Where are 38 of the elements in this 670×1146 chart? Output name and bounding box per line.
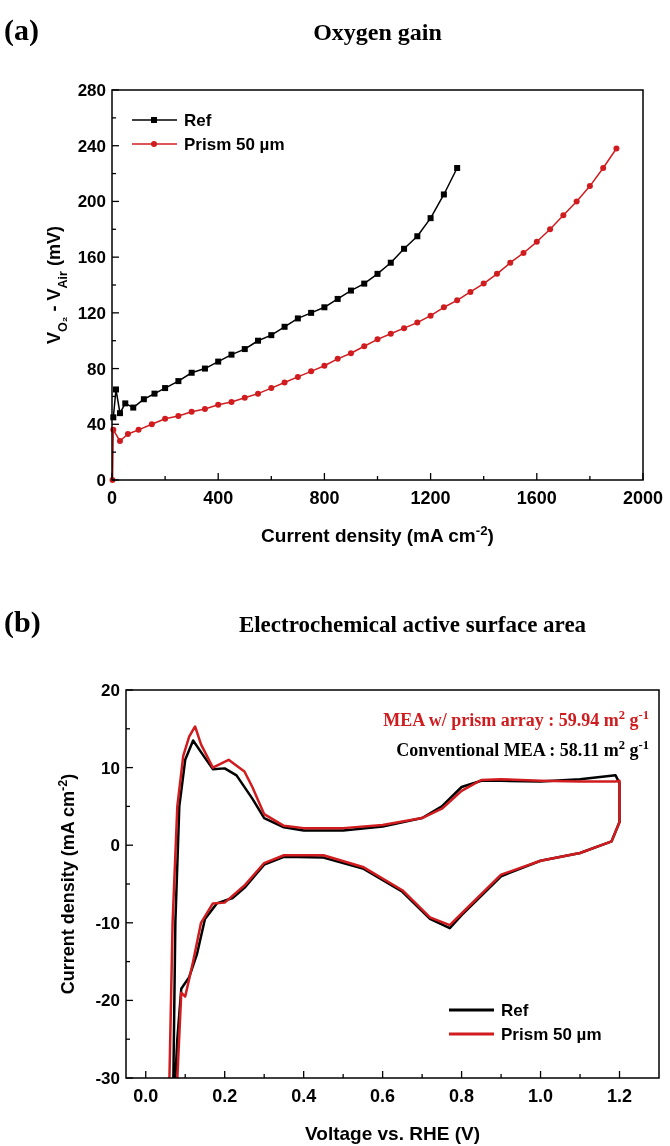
text: (a) <box>4 13 39 47</box>
x-tick-label: 1600 <box>516 488 557 508</box>
y-tick-label: 0 <box>96 471 106 490</box>
x-tick-label: 800 <box>309 488 340 508</box>
chart-title: Oxygen gain <box>313 19 442 45</box>
y-tick-label: 20 <box>101 681 120 700</box>
y-tick-label: -30 <box>95 1069 120 1088</box>
x-tick-label: 0.4 <box>291 1086 317 1106</box>
y-tick-label: 10 <box>101 758 120 778</box>
legend-label: Prism 50 µm <box>501 1025 602 1044</box>
y-tick-label: 160 <box>77 248 106 268</box>
x-tick-label: 0.0 <box>133 1086 159 1106</box>
y-tick-label: 40 <box>87 415 106 435</box>
x-tick-label: 2000 <box>622 488 664 508</box>
y-tick-label: 280 <box>77 81 106 100</box>
y-tick-label: -20 <box>95 991 120 1011</box>
x-tick-label: 1200 <box>410 488 451 508</box>
annotation: MEA w/ prism array : 59.94 m$^{2}$ g$^{-1}$ <box>383 708 649 730</box>
x-tick-label: 1.2 <box>607 1086 633 1106</box>
x-tick-label: 0.8 <box>449 1086 475 1106</box>
y-tick-label: 200 <box>77 192 106 212</box>
x-tick-label: 0.6 <box>370 1086 396 1106</box>
y-tick-label: 80 <box>87 359 106 379</box>
x-axis-title: Voltage vs. RHE (V) <box>305 1123 480 1144</box>
y-tick-label: 120 <box>77 303 106 323</box>
legend-label: Ref <box>501 1001 529 1020</box>
x-tick-label: 400 <box>203 488 234 508</box>
y-tick-label: 240 <box>77 136 106 156</box>
y-tick-label: 0 <box>110 836 120 856</box>
x-tick-label: 1.0 <box>528 1086 554 1106</box>
annotation: Conventional MEA : 58.11 m$^{2}$ g$^{-1}$ <box>396 738 649 760</box>
y-tick-label: -10 <box>95 913 120 933</box>
x-tick-label: 0.2 <box>212 1086 238 1106</box>
text: (b) <box>4 605 41 639</box>
chart-title: Electrochemical active surface area <box>238 612 587 637</box>
legend-label: Ref <box>184 111 212 130</box>
x-axis-title: Current density (mA cm$^{-2}$) <box>261 522 494 546</box>
legend-label: Prism 50 µm <box>184 135 285 154</box>
